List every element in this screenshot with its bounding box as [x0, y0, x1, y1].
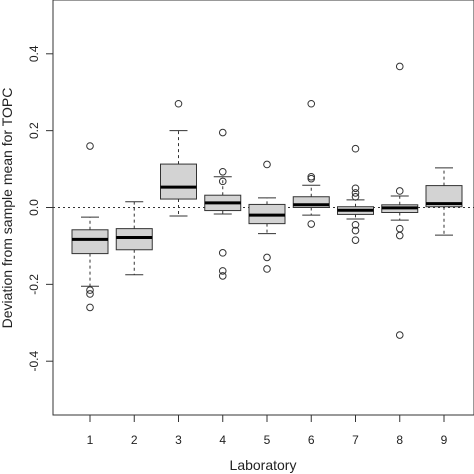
outlier-point [218, 167, 227, 176]
box-lab-8 [381, 62, 419, 339]
outlier-point [263, 265, 271, 273]
outlier-point [218, 267, 227, 275]
outlier-point [351, 192, 360, 201]
outlier-point [351, 184, 360, 193]
outlier-point [263, 160, 271, 169]
outlier-point [395, 331, 404, 339]
box-lab-5 [248, 160, 286, 273]
outlier-point [218, 128, 227, 137]
outlier-point [351, 189, 360, 197]
outlier-point [218, 249, 227, 257]
outlier-point [307, 99, 316, 108]
outlier-point [351, 236, 360, 244]
box-lab-6 [292, 99, 330, 228]
y-tick-label: 0.4 [27, 45, 41, 62]
iqr-box [160, 163, 197, 200]
outlier-point [307, 220, 316, 228]
x-tick-label: 2 [131, 433, 138, 447]
y-tick-label: 0.0 [27, 199, 41, 216]
box-lab-3 [160, 99, 197, 217]
outlier-point [218, 272, 227, 280]
iqr-box [425, 185, 463, 208]
outlier-point [174, 99, 183, 108]
outlier-point [307, 174, 316, 183]
x-tick-label: 5 [264, 433, 271, 447]
x-tick-label: 6 [308, 433, 315, 447]
outlier-point [263, 253, 271, 262]
x-tick-label: 3 [175, 433, 182, 447]
outlier-point [307, 172, 316, 181]
outlier-point [351, 220, 360, 229]
x-tick-label: 7 [352, 433, 359, 447]
outlier-point [395, 231, 404, 240]
box-lab-4 [204, 128, 242, 280]
box-lab-7 [337, 144, 374, 244]
x-axis-ticks: 1 2 3 4 5 6 7 8 9 [87, 415, 448, 447]
outlier-point [395, 62, 404, 71]
outlier-point [86, 290, 94, 298]
outlier-point [86, 303, 94, 312]
outlier-point [218, 177, 227, 186]
x-tick-label: 4 [219, 433, 226, 447]
y-axis-label: Deviation from sample mean for TOPC [0, 88, 15, 329]
iqr-box [71, 229, 109, 255]
outlier-point [351, 226, 360, 235]
y-tick-label: -0.2 [27, 274, 41, 295]
iqr-box [115, 228, 153, 251]
x-tick-label: 9 [441, 433, 448, 447]
y-axis-ticks: -0.4 -0.2 0.0 0.2 0.4 [27, 45, 53, 372]
box-lab-2 [115, 201, 153, 276]
y-tick-label: 0.2 [27, 122, 41, 139]
x-tick-label: 1 [87, 433, 94, 447]
outlier-point [86, 286, 94, 294]
y-tick-label: -0.4 [27, 351, 41, 372]
outlier-point [86, 142, 94, 150]
box-lab-1 [71, 142, 109, 312]
iqr-box [292, 196, 330, 208]
outlier-point [395, 187, 404, 195]
box-lab-9 [425, 167, 463, 236]
outlier-point [351, 144, 360, 153]
x-tick-label: 8 [396, 433, 403, 447]
boxes-layer [71, 62, 463, 339]
outlier-point [395, 224, 404, 233]
x-axis-label: Laboratory [230, 457, 297, 473]
